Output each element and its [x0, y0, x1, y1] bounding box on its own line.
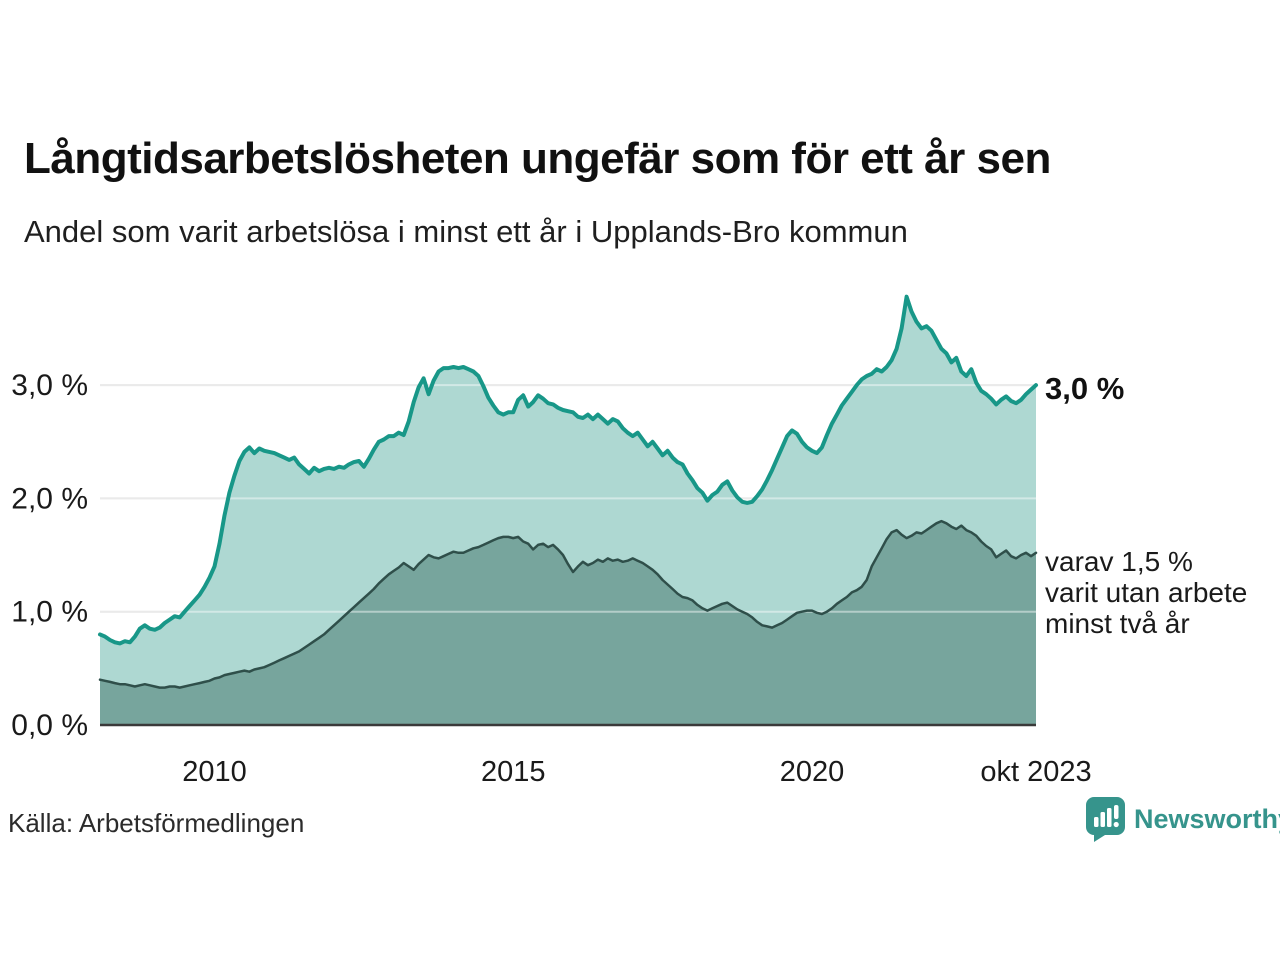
y-tick-label: 0,0 % [11, 709, 88, 742]
end-label-two-year: varav 1,5 % varit utan arbete minst två … [1045, 546, 1248, 639]
logo-exclamation-dot [1113, 821, 1119, 828]
area-fill-two-year [100, 521, 1036, 725]
newsworthy-logo-icon [1086, 797, 1125, 842]
x-tick-label: 2010 [182, 756, 247, 788]
line-two-year [98, 519, 1038, 689]
logo-bar-tall [1107, 808, 1112, 827]
gridlines-over-fill [100, 384, 1036, 613]
logo-exclamation-stem [1114, 805, 1119, 819]
chart-subtitle: Andel som varit arbetslösa i minst ett å… [24, 214, 908, 249]
logo-bar-small [1094, 817, 1099, 827]
newsworthy-wordmark: Newsworthy [1134, 804, 1280, 834]
x-tick-label: 2015 [481, 756, 546, 788]
line-total-one-year [98, 294, 1038, 646]
y-axis-labels: 0,0 % 1,0 % 2,0 % 3,0 % [11, 369, 88, 742]
x-tick-label: okt 2023 [980, 756, 1091, 788]
logo-bar-medium [1100, 812, 1105, 827]
page-title: Långtidsarbetslösheten ungefär som för e… [24, 134, 1051, 183]
x-axis-labels: 2010 2015 2020 okt 2023 [182, 756, 1091, 788]
y-tick-label: 1,0 % [11, 596, 88, 629]
newsworthy-branding: Newsworthy [1086, 797, 1280, 842]
y-tick-label: 3,0 % [11, 369, 88, 402]
y-tick-label: 2,0 % [11, 482, 88, 515]
source-note: Källa: Arbetsförmedlingen [8, 808, 305, 838]
end-label-total: 3,0 % [1045, 371, 1125, 406]
x-tick-label: 2020 [780, 756, 845, 788]
